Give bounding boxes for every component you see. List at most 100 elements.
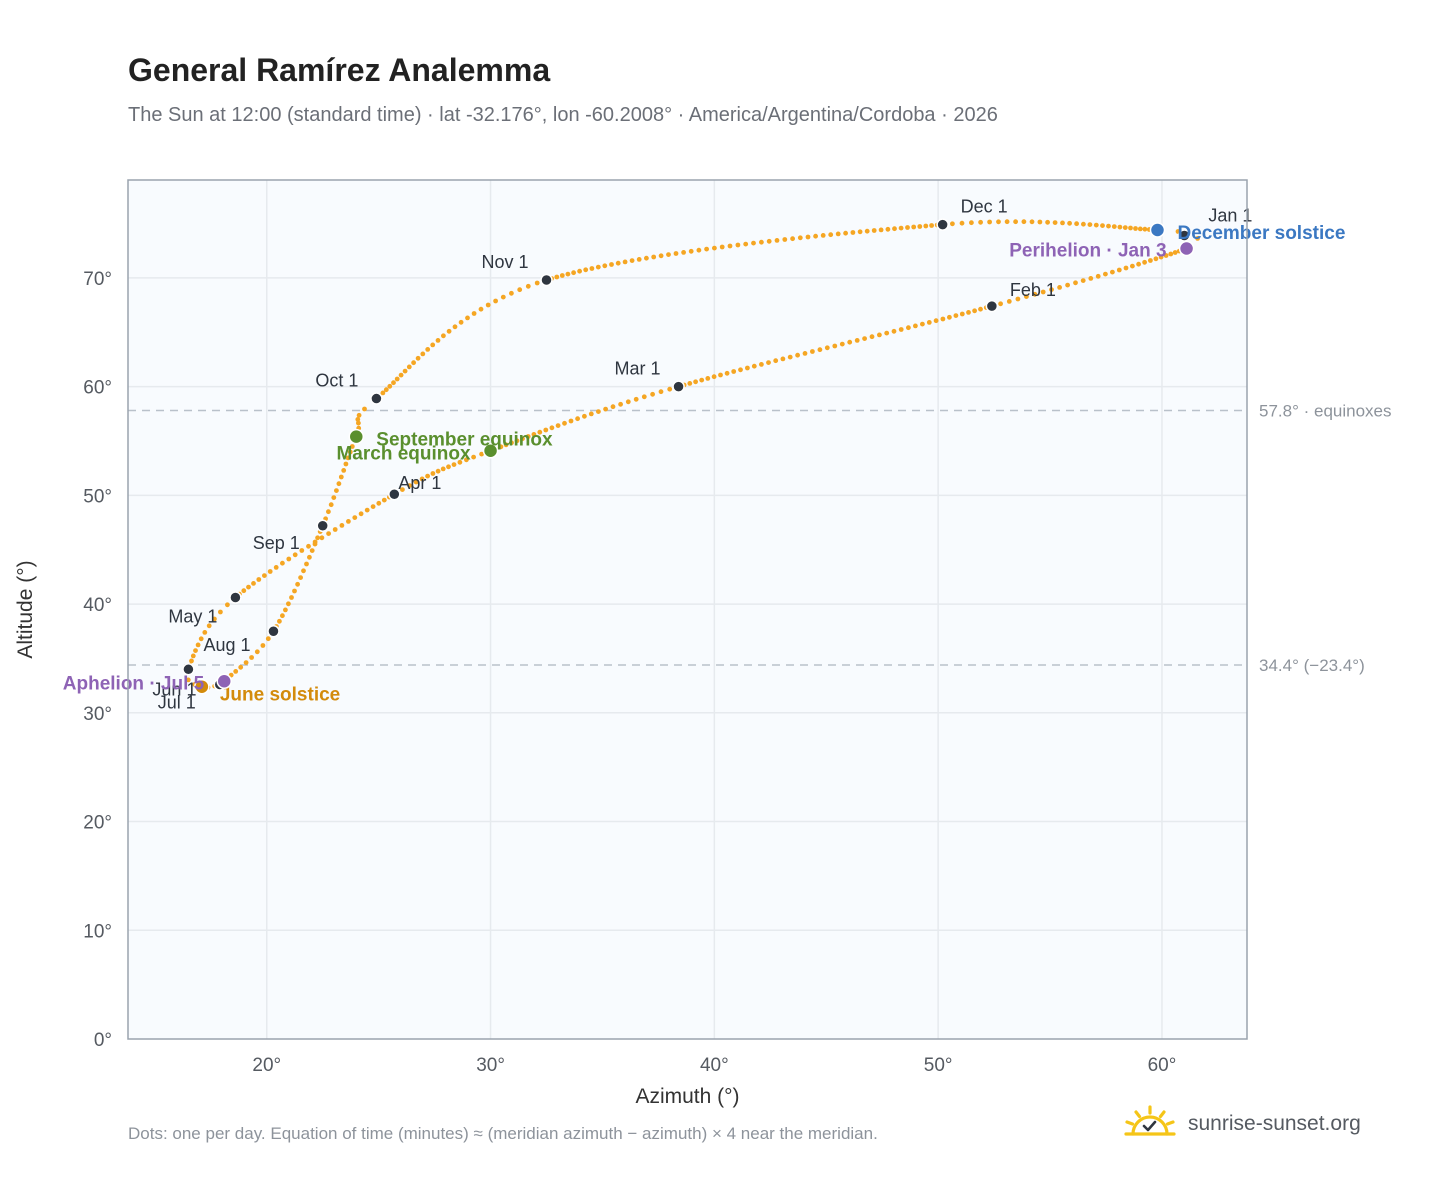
daily-dot <box>1088 276 1094 281</box>
daily-dot <box>947 314 952 320</box>
daily-dot <box>307 554 312 560</box>
daily-dot <box>1045 219 1050 225</box>
daily-dot <box>326 531 331 536</box>
daily-dot <box>402 368 408 374</box>
event-marker <box>216 673 232 690</box>
daily-dot <box>773 358 779 364</box>
chart-title: General Ramírez Analemma <box>128 52 551 88</box>
daily-dot <box>273 565 279 570</box>
event-marker <box>194 678 210 695</box>
event-label: December solstice <box>1177 223 1345 244</box>
daily-dot <box>759 362 764 367</box>
month-marker <box>672 380 685 393</box>
daily-dot <box>704 246 709 252</box>
daily-dot <box>430 471 436 476</box>
daily-dot <box>525 434 531 439</box>
daily-dot <box>843 230 848 236</box>
daily-dot <box>1111 224 1117 230</box>
daily-dot <box>1137 226 1143 232</box>
daily-dot <box>969 220 974 226</box>
month-label: Mar 1 <box>615 359 661 379</box>
chart-subtitle: The Sun at 12:00 (standard time) · lat -… <box>128 104 998 126</box>
month-marker <box>182 663 195 676</box>
daily-dot <box>190 653 196 659</box>
daily-dot <box>391 380 396 386</box>
x-tick-label: 20° <box>252 1055 281 1076</box>
daily-dot <box>987 219 992 225</box>
daily-dot <box>451 462 457 467</box>
daily-dot <box>1067 220 1072 226</box>
daily-dot <box>666 252 671 257</box>
daily-dot <box>603 406 608 412</box>
brand-logo[interactable]: sunrise-sunset.org <box>1122 1104 1361 1144</box>
daily-dot <box>913 323 918 329</box>
daily-dot <box>589 266 595 271</box>
daily-dot <box>885 226 891 232</box>
daily-dot <box>693 379 698 385</box>
daily-dot <box>380 390 386 396</box>
month-label: Jun 1 <box>152 679 196 699</box>
daily-dot <box>871 228 877 233</box>
daily-dot <box>277 618 282 624</box>
daily-dot <box>1095 273 1101 279</box>
daily-dot <box>618 401 623 407</box>
daily-dot <box>917 224 923 229</box>
daily-dot <box>688 248 694 254</box>
daily-dot <box>233 669 239 674</box>
event-label: Perihelion · Jan 3 <box>1009 241 1166 262</box>
daily-dot <box>731 369 737 374</box>
daily-dot <box>394 376 400 382</box>
daily-dot <box>1142 226 1148 232</box>
month-marker <box>540 273 553 287</box>
reference-line-label: 57.8° · equinoxes <box>1259 402 1392 421</box>
daily-dot <box>298 575 303 580</box>
daily-dot <box>565 271 571 277</box>
daily-dot <box>485 302 491 308</box>
daily-dot <box>959 220 965 226</box>
daily-dot <box>891 328 897 334</box>
brand-name[interactable]: sunrise-sunset.org <box>1188 1112 1361 1135</box>
daily-dot <box>241 588 247 594</box>
daily-dot <box>636 257 642 262</box>
month-label: Dec 1 <box>961 197 1008 217</box>
daily-dot <box>1021 219 1027 225</box>
daily-dot <box>537 429 543 435</box>
daily-dot <box>884 330 890 336</box>
y-tick-label: 70° <box>83 269 112 290</box>
daily-dot <box>1130 263 1135 269</box>
daily-dot <box>493 298 498 304</box>
x-tick-label: 30° <box>476 1055 505 1076</box>
daily-dot <box>446 328 452 334</box>
daily-dot <box>425 347 431 352</box>
daily-dot <box>696 247 702 253</box>
daily-dot <box>1133 226 1138 231</box>
daily-dot <box>206 623 212 629</box>
daily-dot <box>406 364 412 370</box>
daily-dot <box>940 316 946 322</box>
daily-dot <box>212 616 217 622</box>
daily-dot <box>718 372 723 378</box>
daily-dot <box>813 233 818 239</box>
daily-dot <box>520 436 525 442</box>
daily-dot <box>299 548 305 553</box>
daily-dot <box>262 573 267 578</box>
month-label: Aug 1 <box>203 635 250 655</box>
daily-dot <box>790 236 795 242</box>
daily-dot <box>328 502 334 508</box>
daily-dot <box>1168 251 1174 257</box>
daily-dot <box>978 306 983 312</box>
daily-dot <box>735 242 741 248</box>
daily-dot <box>832 343 838 349</box>
daily-dot <box>738 367 743 373</box>
daily-dot <box>1073 280 1078 286</box>
daily-dot <box>509 290 514 296</box>
month-label: May 1 <box>168 607 217 627</box>
daily-dot <box>787 354 793 360</box>
daily-dot <box>810 349 815 354</box>
daily-dot <box>355 417 361 422</box>
y-tick-label: 20° <box>83 813 112 834</box>
daily-dot <box>411 360 416 366</box>
daily-dot <box>338 474 344 480</box>
plot-area <box>128 180 1247 1039</box>
